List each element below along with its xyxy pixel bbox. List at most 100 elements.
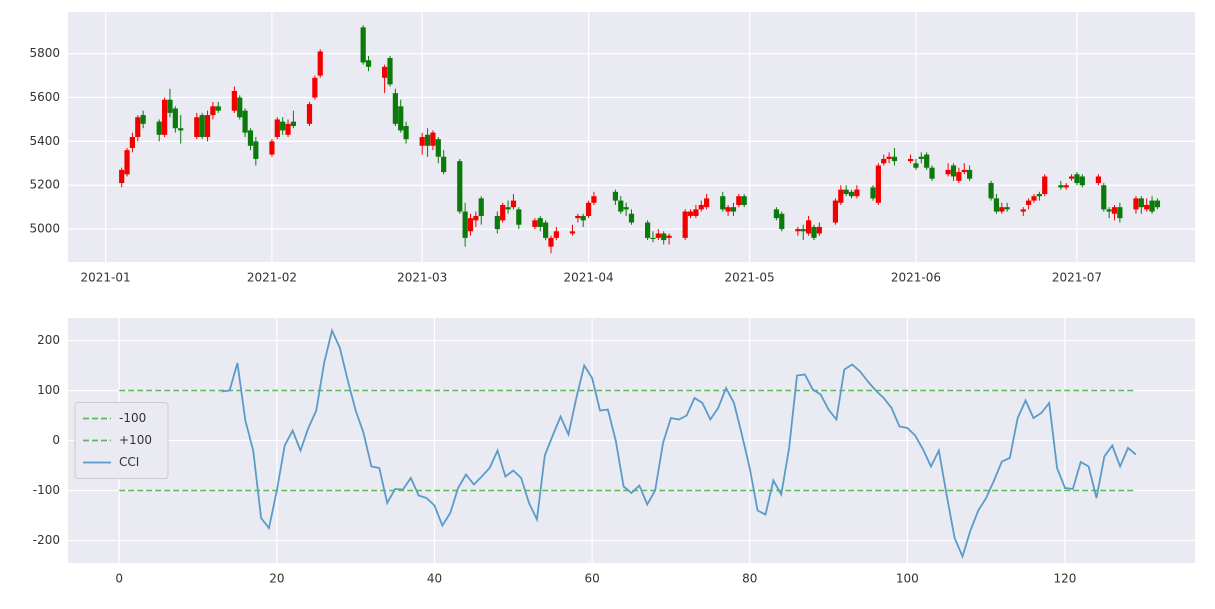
legend-box [74,402,169,479]
candle-body [269,141,275,155]
candle-body [553,231,559,238]
candle-body [135,117,141,137]
legend-label: -100 [119,411,146,425]
candle-body [1149,200,1155,212]
candle-body [242,110,248,133]
candle-body [870,187,876,199]
y-tick-label: 5800 [29,46,60,60]
candle-body [585,202,592,216]
candle-body [618,200,624,212]
cci-line [221,327,1137,560]
candle-body [1026,200,1032,205]
candle-body [682,211,688,238]
candle-body [382,66,388,78]
candle-body [247,130,254,146]
candle-body [1042,176,1048,195]
candle-body [312,77,318,98]
x-tick-label: 80 [742,572,757,586]
candle-body [543,222,549,238]
x-tick-label: 20 [269,572,284,586]
x-tick-label: 120 [1054,572,1077,586]
candle-body [365,60,372,67]
candle-body [1138,198,1144,208]
x-tick-label: 100 [896,572,919,586]
candle-body [687,211,694,216]
candle-body [612,191,618,201]
x-tick-label: 2021-03 [397,271,447,285]
y-tick-label: 0 [52,433,60,447]
candle-body [929,167,935,179]
candle-body [725,207,731,212]
legend-label: CCI [119,455,139,469]
candle-body [140,115,146,124]
candle-body [913,163,919,168]
candle-body [478,198,484,216]
candle-body [494,215,500,230]
candle-body [424,134,431,146]
candle-body [806,220,812,234]
candle-body [881,158,887,164]
candle-body [591,196,597,203]
y-tick-label: 5200 [29,178,60,192]
candle-body [832,200,839,223]
candle-body [178,128,184,131]
candle-body [253,141,259,159]
candle-body [1095,176,1101,184]
legend-label: +100 [119,433,152,447]
candle-body [988,183,994,199]
candle-body [1058,185,1064,188]
candle-body [505,207,511,210]
candle-body [532,220,538,227]
candle-body [360,27,366,63]
candle-body [285,123,291,135]
candle-body [1063,185,1069,188]
candle-body [1154,200,1161,208]
candle-body [467,218,474,232]
candle-body [290,121,296,127]
candle-body [730,207,737,212]
candle-body [623,207,629,210]
candle-body [387,58,393,85]
candle-body [779,213,785,230]
candle-body [736,196,742,205]
candle-body [720,196,726,210]
x-tick-label: 40 [427,572,442,586]
candle-body [661,233,667,241]
candle-body [580,215,586,221]
candle-body [156,121,162,135]
candle-body [473,215,479,221]
candle-body [693,209,699,216]
candle-body [194,117,200,137]
candle-body [628,213,635,223]
x-tick-label: 2021-06 [891,271,941,285]
candle-body [886,156,892,159]
x-tick-label: 2021-01 [80,271,130,285]
candle-body [843,189,849,195]
candle-body [741,196,747,205]
candle-body [838,189,844,203]
y-tick-label: 5000 [29,222,60,236]
legend: -100 +100 CCI [74,402,169,479]
candle-body [575,215,581,219]
candle-body [655,233,661,238]
candle-body [403,126,409,140]
candle-body [1004,207,1010,210]
candle-body [1074,174,1080,184]
y-tick-label: 5600 [29,90,60,104]
candle-body [907,158,914,162]
candle-body [961,169,967,173]
candle-body [950,165,957,177]
candle-body [569,231,576,234]
candle-body [967,169,973,179]
y-tick-label: 200 [37,333,60,347]
candle-body [854,189,860,197]
candle-body [811,226,817,238]
candle-body [231,90,237,111]
candle-body [795,229,801,232]
candle-body [210,106,216,116]
candle-body [956,172,962,181]
candle-body [875,165,881,203]
candle-body [119,169,125,184]
candle-body [306,104,313,124]
candle-body [129,137,135,148]
